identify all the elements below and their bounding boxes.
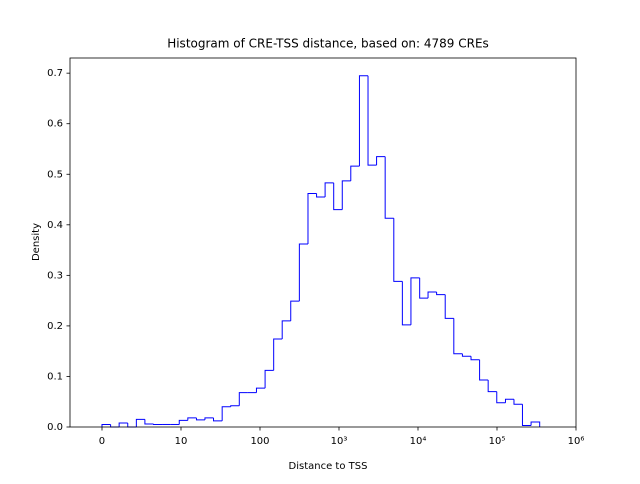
x-tick-label: 10³ xyxy=(331,436,348,447)
histogram-bin xyxy=(281,320,291,340)
histogram-bin xyxy=(496,391,506,404)
x-tick-label: 0 xyxy=(99,436,105,447)
histogram-bin xyxy=(419,277,429,299)
histogram-bin xyxy=(195,417,205,421)
histogram-bin xyxy=(427,291,437,299)
x-tick-label: 10⁶ xyxy=(568,436,585,447)
histogram-bin xyxy=(384,156,394,219)
histogram-bin xyxy=(238,392,248,406)
histogram-bin xyxy=(144,419,154,425)
histogram-bin xyxy=(470,356,480,361)
histogram-bin xyxy=(101,423,111,427)
histogram-bin xyxy=(213,417,223,422)
histogram-bin xyxy=(230,405,240,407)
histogram-bin xyxy=(341,180,351,210)
x-tick-label: 10⁴ xyxy=(410,436,427,447)
histogram-bin xyxy=(324,182,334,198)
histogram-bin xyxy=(204,417,214,420)
histogram-bin xyxy=(487,379,497,393)
histogram-bin xyxy=(350,165,360,181)
histogram-bin xyxy=(367,75,377,166)
histogram-bin xyxy=(178,419,188,425)
histogram-bin xyxy=(333,182,343,211)
histogram-bin xyxy=(221,406,231,421)
histogram-bin xyxy=(436,292,446,296)
histogram-bin xyxy=(376,156,386,166)
x-axis-label: Distance to TSS xyxy=(289,461,368,472)
histogram-bin xyxy=(298,243,308,302)
histogram-bin xyxy=(358,75,369,167)
histogram-bin xyxy=(264,369,274,389)
histogram-bin xyxy=(187,417,197,421)
x-tick-label: 10 xyxy=(175,436,188,447)
y-tick-label: 0.4 xyxy=(47,220,63,231)
y-axis-label: Density xyxy=(31,223,42,261)
histogram-bin xyxy=(504,398,514,403)
y-tick-label: 0.1 xyxy=(47,371,63,382)
histogram-bin xyxy=(401,281,411,326)
histogram-bin xyxy=(530,421,541,427)
histogram-bin xyxy=(461,353,472,357)
histogram-bin xyxy=(513,399,523,405)
chart-title: Histogram of CRE-TSS distance, based on:… xyxy=(167,37,489,51)
histogram-bin xyxy=(153,423,163,425)
histogram-bin xyxy=(255,387,266,393)
y-tick-label: 0.6 xyxy=(47,119,63,130)
y-tick-label: 0.5 xyxy=(47,169,63,180)
histogram-bin xyxy=(273,338,283,371)
plot-frame xyxy=(69,57,577,428)
histogram-bin xyxy=(316,193,326,198)
histogram-bin xyxy=(410,277,420,325)
histogram-bin xyxy=(290,300,300,321)
histogram-bin xyxy=(453,318,463,355)
histogram-bin xyxy=(118,422,128,427)
x-tick-label: 10⁵ xyxy=(489,436,506,447)
y-tick-label: 0.7 xyxy=(47,68,63,79)
histogram-bin xyxy=(393,218,403,282)
histogram-bin xyxy=(521,404,532,426)
histogram-bin xyxy=(444,294,454,319)
y-tick-label: 0.0 xyxy=(47,422,63,433)
histogram-bin xyxy=(479,359,489,381)
y-tick-label: 0.2 xyxy=(47,321,63,332)
histogram-bin xyxy=(127,422,137,428)
x-tick-label: 100 xyxy=(250,436,269,447)
histogram-bin xyxy=(135,418,145,427)
y-tick-label: 0.3 xyxy=(47,270,63,281)
histogram-bin xyxy=(307,192,317,245)
